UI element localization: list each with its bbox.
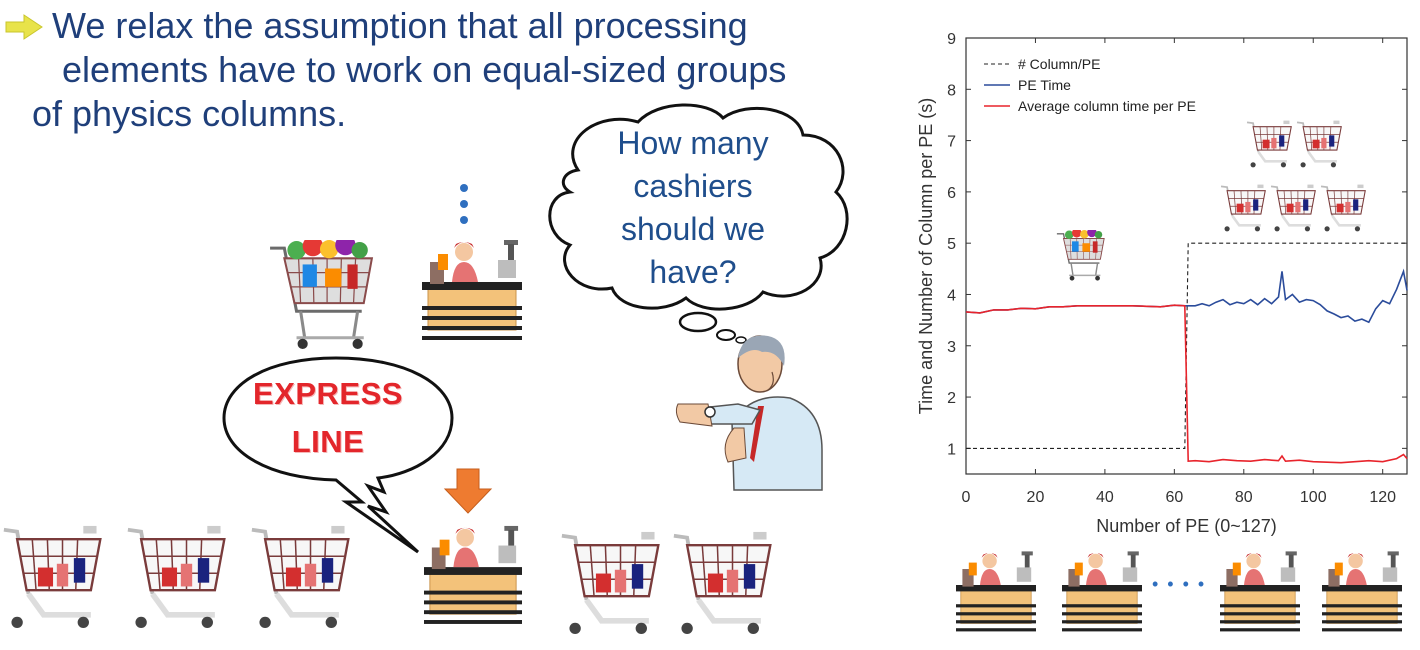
bullet-arrow-icon xyxy=(5,14,43,40)
cashier-top-image xyxy=(422,232,522,342)
chart-cart-image xyxy=(1296,118,1344,170)
chart-cashier-4-image xyxy=(1322,544,1402,634)
chart-cart-image xyxy=(1270,182,1318,234)
chart-series-line-3 xyxy=(965,304,1408,464)
vertical-ellipsis-icon xyxy=(460,184,468,224)
x-tick-label: 120 xyxy=(1369,489,1396,506)
cart-1-image xyxy=(2,520,106,634)
chart: 1 2 3 4 5 6 7 8 9 0 20 40 60 80 100 120 # Column/PE PE T… xyxy=(916,31,1408,536)
y-tick-label: 1 xyxy=(947,441,956,458)
x-tick-label: 80 xyxy=(1235,489,1253,506)
cart-4-image xyxy=(560,526,664,640)
chart-plot-frame xyxy=(965,37,1408,475)
chart-series-line-1 xyxy=(966,242,1407,449)
cart-2-image xyxy=(126,520,230,634)
x-tick-label: 20 xyxy=(1027,489,1045,506)
express-line-1: EXPRESS xyxy=(253,376,403,411)
y-tick-label: 6 xyxy=(947,185,956,202)
x-tick-label: 0 xyxy=(962,489,971,506)
bullet-line-2: elements have to work on equal-sized gro… xyxy=(62,49,787,90)
x-axis-label: Number of PE (0~127) xyxy=(1096,516,1277,536)
bullet-line-3: of physics columns. xyxy=(32,93,347,134)
thought-cloud-shape xyxy=(548,103,849,344)
chart-cashier-2-image xyxy=(1062,544,1142,634)
thought-line-3: should we xyxy=(620,211,766,247)
legend-label: PE Time xyxy=(1018,77,1071,93)
thought-line-4: have? xyxy=(649,254,737,290)
chart-cart-image xyxy=(1246,118,1294,170)
cashier-express-image xyxy=(424,518,522,626)
bullet-line-1: We relax the assumption that all process… xyxy=(52,5,748,46)
thought-line-2: cashiers xyxy=(633,168,753,204)
x-tick-label: 60 xyxy=(1165,489,1183,506)
legend-label: # Column/PE xyxy=(1018,56,1100,72)
express-line-text: EXPRESS LINE xyxy=(238,370,418,466)
y-tick-label: 7 xyxy=(947,134,956,151)
chart-cart-image xyxy=(1220,182,1268,234)
express-line-2: LINE xyxy=(291,424,365,459)
chart-cart-single-image xyxy=(1055,230,1107,282)
y-axis-label: Time and Number of Column per PE (s) xyxy=(916,98,936,414)
cart-3-image xyxy=(250,520,354,634)
thought-line-1: How many xyxy=(617,125,769,161)
x-tick-label: 100 xyxy=(1300,489,1327,506)
y-tick-label: 2 xyxy=(947,390,956,407)
speech-bubble-shape xyxy=(222,356,454,554)
chart-series-group xyxy=(965,242,1408,464)
chart-cart-image xyxy=(1320,182,1368,234)
y-tick-label: 8 xyxy=(947,82,956,99)
chart-legend: # Column/PE PE Time Average column time pe… xyxy=(984,56,1196,114)
chart-cashier-ellipsis: • • • • xyxy=(1152,574,1207,594)
chart-cashier-1-image xyxy=(956,544,1036,634)
down-arrow-icon xyxy=(443,468,493,514)
y-tick-label: 9 xyxy=(947,31,956,48)
full-cart-image xyxy=(266,240,378,352)
y-tick-label: 3 xyxy=(947,339,956,356)
x-tick-label: 40 xyxy=(1096,489,1114,506)
y-tick-label: 5 xyxy=(947,236,956,253)
cart-5-image xyxy=(672,526,776,640)
chart-labels: Number of PE (0~127) Time and Number of C… xyxy=(916,98,1277,536)
thought-cloud-text: How many cashiers should we have? xyxy=(588,122,798,294)
chart-axes: 1 2 3 4 5 6 7 8 9 0 20 40 60 80 100 120 xyxy=(947,31,1408,506)
man-checking-watch-image xyxy=(675,335,823,491)
legend-label: Average column time per PE xyxy=(1018,98,1196,114)
y-tick-label: 4 xyxy=(947,287,956,304)
bullet-paragraph: We relax the assumption that all process… xyxy=(32,4,912,136)
chart-cashier-3-image xyxy=(1220,544,1300,634)
